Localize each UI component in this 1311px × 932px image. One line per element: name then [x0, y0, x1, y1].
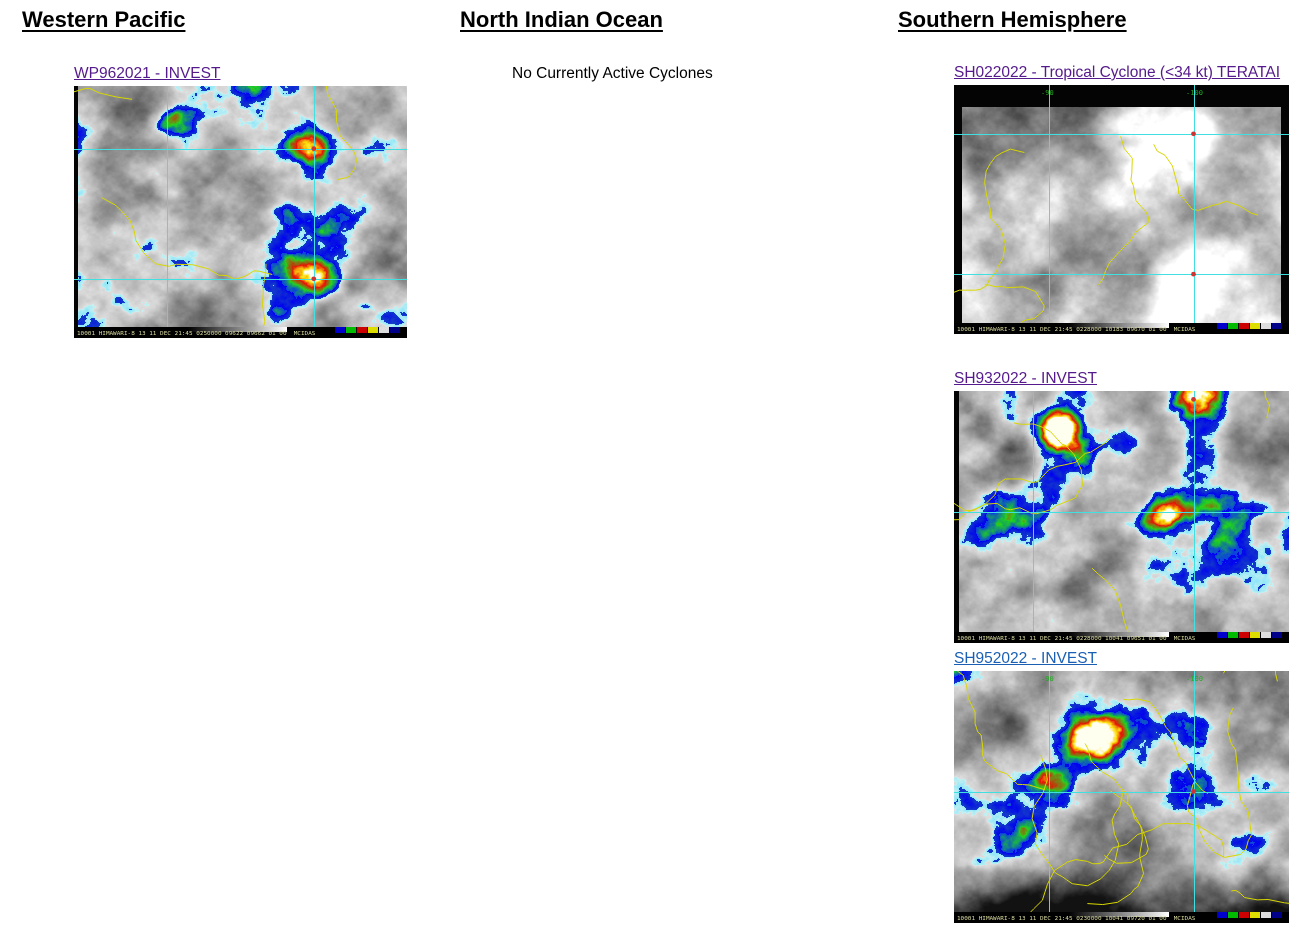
storm-link-sh952022[interactable]: SH952022 - INVEST — [954, 650, 1098, 667]
basin-heading-southern-hemisphere: Southern Hemisphere — [898, 7, 1127, 32]
basin-heading-wrap-north-indian-ocean: North Indian Ocean — [460, 6, 663, 34]
storm-entry-wp962021: WP962021 - INVEST — [74, 64, 407, 338]
satellite-image-sh952022[interactable] — [954, 670, 1289, 923]
no-active-cyclones-message: No Currently Active Cyclones — [512, 65, 713, 82]
basin-heading-wrap-southern-hemisphere: Southern Hemisphere — [898, 6, 1127, 34]
storm-entry-sh952022: SH952022 - INVEST — [954, 649, 1289, 923]
storm-link-sh022022[interactable]: SH022022 - Tropical Cyclone (<34 kt) TER… — [954, 64, 1281, 81]
storm-link-wp962021[interactable]: WP962021 - INVEST — [74, 65, 221, 82]
satellite-image-sh932022[interactable] — [954, 390, 1289, 643]
basin-heading-western-pacific: Western Pacific — [22, 7, 186, 32]
storm-link-sh932022[interactable]: SH932022 - INVEST — [954, 370, 1098, 387]
storm-entry-sh022022: SH022022 - Tropical Cyclone (<34 kt) TER… — [954, 63, 1304, 334]
storm-entry-sh932022: SH932022 - INVEST — [954, 369, 1289, 643]
basin-heading-wrap-western-pacific: Western Pacific — [22, 6, 185, 34]
satellite-image-wp962021[interactable] — [74, 85, 407, 338]
basin-heading-north-indian-ocean: North Indian Ocean — [460, 7, 663, 32]
satellite-image-sh022022[interactable] — [954, 84, 1289, 334]
